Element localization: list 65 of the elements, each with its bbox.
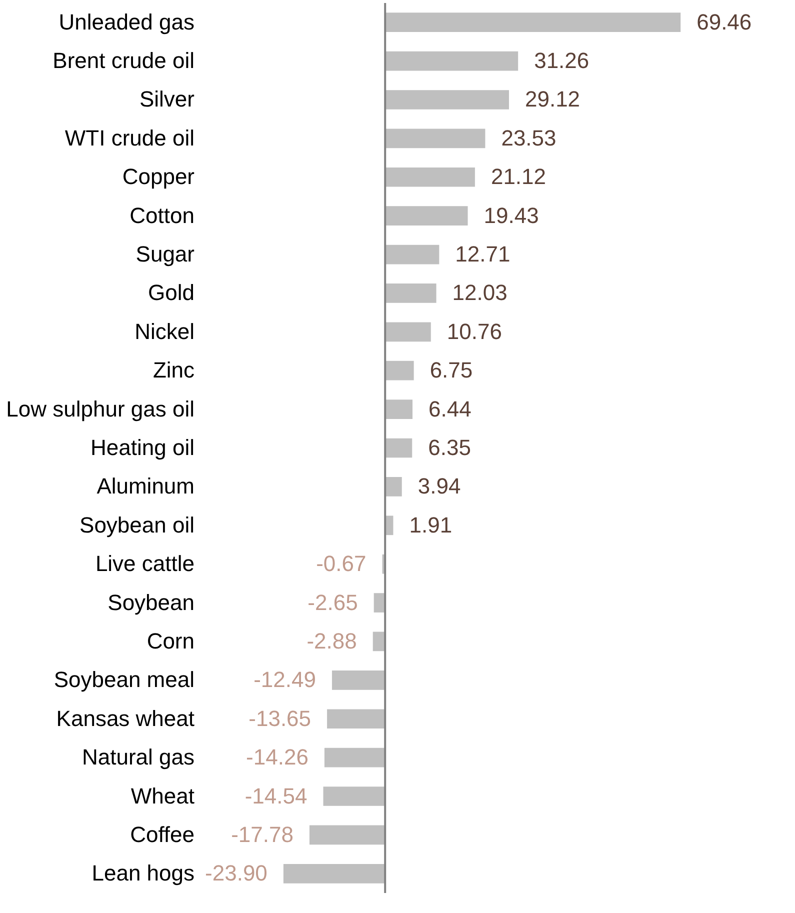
y-tick-label: Copper (122, 164, 194, 190)
y-tick-label: Gold (148, 280, 194, 306)
data-label: 6.75 (430, 358, 473, 383)
bar (385, 477, 402, 496)
bar (385, 322, 431, 342)
y-tick-label: Kansas wheat (56, 706, 194, 731)
data-label: -0.67 (316, 551, 366, 576)
data-label: -23.90 (205, 860, 268, 886)
y-tick-label: Soybean (108, 590, 194, 615)
bar (385, 284, 436, 303)
y-tick-label: Zinc (152, 358, 194, 383)
bar (332, 670, 386, 690)
y-tick-label: Soybean oil (80, 512, 194, 538)
y-tick-label: Heating oil (90, 435, 194, 460)
y-tick-label: Lean hogs (92, 860, 194, 886)
bar (385, 360, 414, 380)
data-label: -17.78 (231, 822, 294, 847)
data-label: 6.44 (428, 396, 472, 422)
data-label: 23.53 (501, 125, 556, 150)
bar (385, 90, 509, 110)
bar (385, 438, 412, 458)
y-tick-label: Cotton (130, 202, 194, 228)
y-tick-label: Nickel (134, 318, 194, 344)
y-tick-label: Aluminum (96, 474, 194, 499)
bar (324, 748, 386, 768)
data-label: 1.91 (409, 512, 452, 538)
bar (323, 786, 386, 806)
data-label: 6.35 (428, 435, 471, 460)
y-tick-label: Wheat (130, 783, 194, 808)
y-tick-label: Live cattle (95, 551, 194, 576)
data-label: 10.76 (446, 318, 502, 344)
y-tick-label: Brent crude oil (52, 48, 194, 74)
bar (385, 400, 412, 419)
data-label: -14.26 (246, 744, 308, 770)
bar (309, 825, 386, 845)
data-label: -13.65 (248, 706, 312, 731)
bar (385, 128, 486, 148)
bar (283, 864, 386, 884)
bar (385, 167, 475, 187)
y-tick-label: Coffee (130, 822, 194, 847)
data-label: 3.94 (418, 474, 461, 499)
bar (327, 709, 386, 729)
y-tick-label: Natural gas (82, 744, 194, 770)
data-label: -2.65 (308, 590, 358, 615)
data-label: 19.43 (484, 202, 539, 228)
bar (385, 51, 518, 71)
bar (385, 12, 681, 32)
y-tick-label: Corn (146, 628, 194, 654)
y-tick-label: WTI crude oil (64, 125, 194, 150)
data-label: 69.46 (696, 9, 752, 34)
bar (385, 244, 440, 264)
data-label: 21.12 (490, 164, 546, 190)
y-tick-label: Low sulphur gas oil (6, 396, 194, 422)
y-tick-label: Soybean meal (54, 667, 194, 692)
y-tick-label: Silver (139, 86, 194, 112)
y-tick-label: Sugar (136, 242, 194, 267)
bar (385, 206, 468, 226)
data-label: 31.26 (534, 48, 590, 74)
data-label: 12.71 (455, 242, 510, 267)
data-label: -14.54 (244, 783, 308, 808)
y-tick-label: Unleaded gas (58, 9, 194, 34)
data-label: -2.88 (306, 628, 357, 654)
data-label: 12.03 (452, 280, 508, 306)
data-label: -12.49 (254, 667, 316, 692)
data-label: 29.12 (524, 86, 580, 112)
